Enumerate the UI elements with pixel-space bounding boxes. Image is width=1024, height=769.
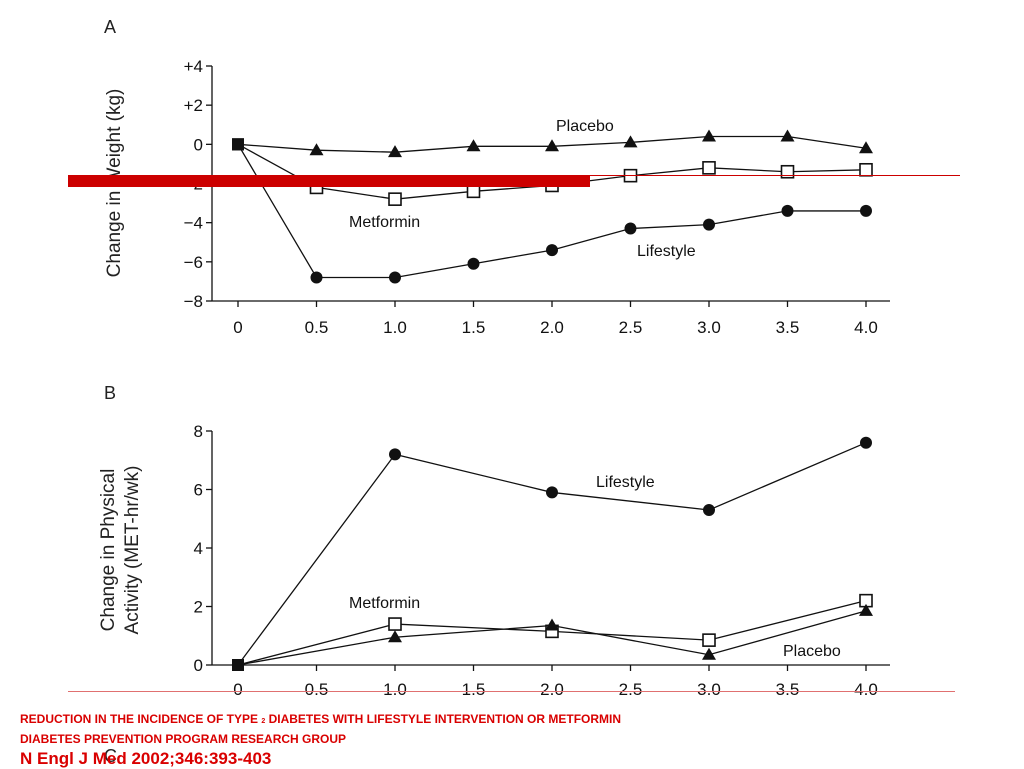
x-tick-label: 2.5 [619, 680, 643, 699]
point-placebo [702, 129, 716, 142]
y-tick-label: 4 [194, 539, 203, 558]
point-metformin [702, 161, 716, 175]
point-lifestyle [389, 448, 401, 461]
panel-label: A [104, 17, 116, 37]
x-tick-label: 1.0 [383, 680, 407, 699]
x-tick-label: 3.5 [776, 680, 800, 699]
point-origin-lifestyle [232, 138, 244, 151]
highlight-bar [68, 175, 590, 187]
y-tick-label: −6 [184, 253, 203, 272]
caption-title-subscript: 2 [261, 718, 266, 725]
series-label-lifestyle: Lifestyle [596, 474, 655, 491]
y-tick-label: 2 [194, 598, 203, 617]
point-metformin [388, 617, 402, 631]
point-lifestyle [860, 204, 872, 217]
point-metformin [780, 164, 795, 179]
y-tick-label: +2 [184, 96, 203, 115]
x-tick-label: 0.5 [305, 680, 329, 699]
panel-b-chart: B 8 6 4 2 0 0 0.5 1.0 1.5 2.0 2.5 3.0 3.5 4.0 Change in… [98, 383, 890, 699]
x-tick-label: 1.5 [462, 680, 486, 699]
point-metformin [702, 633, 716, 647]
y-tick-label: −4 [184, 214, 203, 233]
caption-title-part1: REDUCTION IN THE INCIDENCE OF TYPE [20, 712, 262, 726]
point-lifestyle [860, 436, 872, 449]
point-lifestyle [703, 503, 715, 516]
x-tick-label: 0.5 [305, 318, 329, 337]
x-tick-label: 2.0 [540, 318, 564, 337]
series-label-lifestyle: Lifestyle [637, 243, 696, 260]
point-placebo [859, 603, 873, 616]
x-tick-label: 3.5 [776, 318, 800, 337]
point-lifestyle [624, 222, 637, 235]
point-placebo [466, 139, 481, 152]
y-axis-label-line: Change in Physical [98, 469, 119, 632]
point-placebo [545, 139, 559, 152]
series-label-placebo: Placebo [783, 643, 841, 660]
series-label-metformin: Metformin [349, 595, 420, 612]
x-tick-label: 4.0 [854, 318, 878, 337]
point-metformin [466, 184, 481, 199]
panel-label: B [104, 383, 116, 403]
point-placebo [623, 135, 638, 148]
point-placebo [309, 143, 324, 156]
point-placebo [388, 145, 402, 158]
caption-authors: DIABETES PREVENTION PROGRAM RESEARCH GRO… [20, 732, 347, 746]
point-lifestyle [546, 244, 558, 257]
x-tick-label: 4.0 [854, 680, 878, 699]
point-placebo [702, 647, 716, 660]
y-tick-label: +4 [184, 57, 203, 76]
point-placebo [859, 141, 873, 154]
y-axis-label: Change in Physical Activity (MET-hr/wk) [98, 466, 143, 635]
x-tick-label: 0 [233, 318, 242, 337]
y-tick-label: 0 [194, 656, 203, 675]
point-lifestyle [310, 271, 323, 284]
series-label-metformin: Metformin [349, 214, 420, 231]
x-tick-label: 1.5 [462, 318, 486, 337]
y-tick-label: 0 [194, 135, 203, 154]
point-metformin [388, 192, 402, 206]
caption-title: REDUCTION IN THE INCIDENCE OF TYPE 2 DIA… [20, 712, 621, 726]
panel-c-label: C [104, 746, 117, 766]
point-metformin [859, 162, 873, 177]
y-axis-label-line: Activity (MET-hr/wk) [122, 466, 143, 635]
x-tick-label: 1.0 [383, 318, 407, 337]
point-lifestyle [389, 271, 401, 284]
point-placebo [780, 129, 795, 142]
point-lifestyle [703, 218, 715, 231]
series-line-lifestyle [237, 144, 866, 279]
point-placebo [545, 618, 559, 631]
x-tick-label: 2.5 [619, 318, 643, 337]
series-label-placebo: Placebo [556, 118, 614, 135]
point-placebo [388, 630, 402, 643]
x-tick-label: 2.0 [540, 680, 564, 699]
point-lifestyle [546, 486, 558, 499]
x-tick-label: 3.0 [697, 318, 721, 337]
caption-title-part2: DIABETES WITH LIFESTYLE INTERVENTION OR … [265, 712, 622, 726]
x-tick-label: 0 [233, 680, 242, 699]
y-tick-label: 6 [194, 481, 203, 500]
y-tick-label: 8 [194, 422, 203, 441]
point-lifestyle [467, 257, 480, 270]
caption-citation: N Engl J Med 2002;346:393-403 [20, 749, 272, 768]
y-tick-label: −8 [184, 292, 203, 311]
x-tick-label: 3.0 [697, 680, 721, 699]
point-lifestyle [781, 204, 794, 217]
point-origin-placebo [232, 659, 244, 671]
